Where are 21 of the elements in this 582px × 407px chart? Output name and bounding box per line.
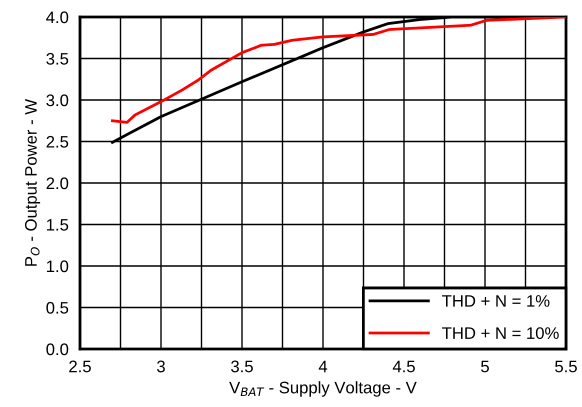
- y-tick-label: 0.0: [46, 343, 68, 356]
- y-tick-label: 2.5: [46, 136, 68, 148]
- line-series: [111, 17, 566, 124]
- x-tick-label: 2.5: [69, 360, 91, 372]
- x-tick-label: 5: [481, 360, 489, 372]
- x-tick-label: 4: [318, 360, 328, 372]
- x-tick-label: 4.5: [392, 360, 415, 372]
- y-tick-label: 3.5: [46, 52, 68, 65]
- x-tick-label: 5.5: [555, 360, 577, 372]
- legend-label: THD + N = 1%: [442, 295, 550, 307]
- legend-label: THD + N = 10%: [442, 327, 559, 340]
- x-tick-label: 3.5: [231, 360, 253, 372]
- y-tick-label: 4.0: [46, 11, 68, 24]
- x-tick-label: 3: [157, 360, 165, 372]
- y-tick-label: 2.0: [46, 177, 68, 190]
- x-axis-title: V$_{BAT}$ - Supply Voltage - V: [229, 381, 417, 397]
- y-axis-title: P$_{O}$ - Output Power - W: [25, 99, 40, 266]
- y-tick-label: 1.0: [46, 260, 68, 272]
- y-tick-label: 1.5: [46, 219, 68, 231]
- y-tick-label: 3.0: [46, 94, 68, 106]
- y-tick-label: 0.5: [46, 302, 68, 314]
